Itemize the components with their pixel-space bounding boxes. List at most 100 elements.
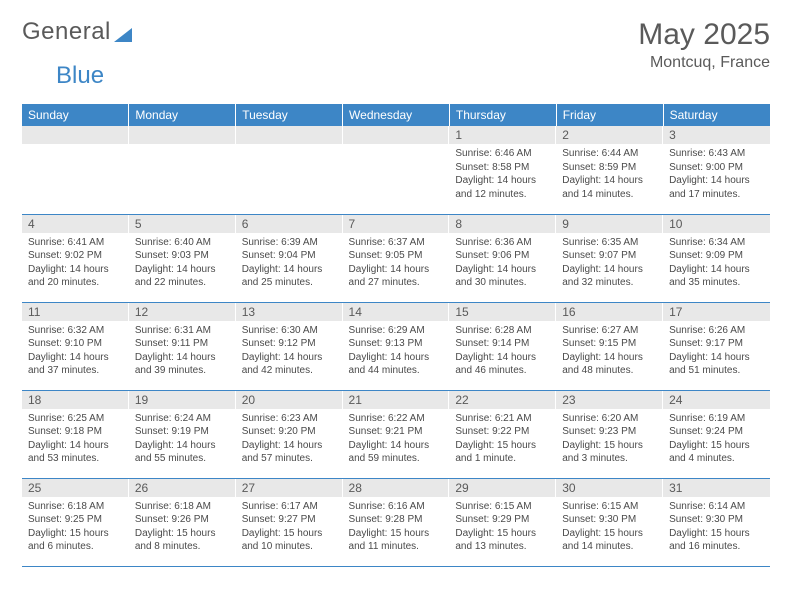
day-body: Sunrise: 6:31 AMSunset: 9:11 PMDaylight:… [129,321,236,382]
sunset-text: Sunset: 9:22 PM [455,425,550,439]
sunrise-text: Sunrise: 6:18 AM [135,500,230,514]
daylight-text: Daylight: 14 hours and 44 minutes. [349,351,444,378]
sunset-text: Sunset: 9:02 PM [28,249,123,263]
weekday-header: Saturday [663,104,770,126]
calendar-cell: 23Sunrise: 6:20 AMSunset: 9:23 PMDayligh… [556,390,663,478]
daylight-text: Daylight: 14 hours and 20 minutes. [28,263,123,290]
month-title: May 2025 [638,18,770,52]
sunrise-text: Sunrise: 6:25 AM [28,412,123,426]
logo: General [22,18,132,46]
day-body: Sunrise: 6:30 AMSunset: 9:12 PMDaylight:… [236,321,343,382]
day-number: 5 [129,215,236,233]
day-number: 6 [236,215,343,233]
daylight-text: Daylight: 14 hours and 51 minutes. [669,351,764,378]
daylight-text: Daylight: 15 hours and 16 minutes. [669,527,764,554]
day-number: 23 [556,391,663,409]
sunset-text: Sunset: 9:17 PM [669,337,764,351]
calendar-cell [129,126,236,214]
day-number [343,126,450,144]
weekday-header: Thursday [449,104,556,126]
sunset-text: Sunset: 9:07 PM [562,249,657,263]
calendar-cell: 17Sunrise: 6:26 AMSunset: 9:17 PMDayligh… [663,302,770,390]
day-body: Sunrise: 6:16 AMSunset: 9:28 PMDaylight:… [343,497,450,558]
calendar-cell: 8Sunrise: 6:36 AMSunset: 9:06 PMDaylight… [449,214,556,302]
daylight-text: Daylight: 14 hours and 27 minutes. [349,263,444,290]
sunrise-text: Sunrise: 6:40 AM [135,236,230,250]
day-number: 28 [343,479,450,497]
calendar-cell: 22Sunrise: 6:21 AMSunset: 9:22 PMDayligh… [449,390,556,478]
day-number [236,126,343,144]
day-number: 18 [22,391,129,409]
day-body: Sunrise: 6:17 AMSunset: 9:27 PMDaylight:… [236,497,343,558]
calendar-cell: 20Sunrise: 6:23 AMSunset: 9:20 PMDayligh… [236,390,343,478]
sunrise-text: Sunrise: 6:20 AM [562,412,657,426]
sunset-text: Sunset: 9:12 PM [242,337,337,351]
calendar-cell: 31Sunrise: 6:14 AMSunset: 9:30 PMDayligh… [663,478,770,566]
logo-text-1: General [22,18,111,46]
daylight-text: Daylight: 15 hours and 8 minutes. [135,527,230,554]
daylight-text: Daylight: 15 hours and 6 minutes. [28,527,123,554]
calendar-cell: 30Sunrise: 6:15 AMSunset: 9:30 PMDayligh… [556,478,663,566]
daylight-text: Daylight: 14 hours and 39 minutes. [135,351,230,378]
daylight-text: Daylight: 15 hours and 13 minutes. [455,527,550,554]
day-number: 3 [663,126,770,144]
sunrise-text: Sunrise: 6:29 AM [349,324,444,338]
daylight-text: Daylight: 14 hours and 25 minutes. [242,263,337,290]
sunset-text: Sunset: 9:04 PM [242,249,337,263]
sunset-text: Sunset: 9:24 PM [669,425,764,439]
day-number: 10 [663,215,770,233]
day-number: 30 [556,479,663,497]
sunrise-text: Sunrise: 6:15 AM [455,500,550,514]
sunrise-text: Sunrise: 6:16 AM [349,500,444,514]
calendar-cell: 19Sunrise: 6:24 AMSunset: 9:19 PMDayligh… [129,390,236,478]
daylight-text: Daylight: 15 hours and 14 minutes. [562,527,657,554]
calendar-cell: 27Sunrise: 6:17 AMSunset: 9:27 PMDayligh… [236,478,343,566]
daylight-text: Daylight: 14 hours and 55 minutes. [135,439,230,466]
calendar-cell: 5Sunrise: 6:40 AMSunset: 9:03 PMDaylight… [129,214,236,302]
location: Montcuq, France [638,54,770,72]
sunset-text: Sunset: 9:25 PM [28,513,123,527]
sunset-text: Sunset: 9:28 PM [349,513,444,527]
day-number: 17 [663,303,770,321]
day-number: 26 [129,479,236,497]
sunrise-text: Sunrise: 6:18 AM [28,500,123,514]
weekday-header: Tuesday [236,104,343,126]
day-number: 31 [663,479,770,497]
sunrise-text: Sunrise: 6:30 AM [242,324,337,338]
day-body: Sunrise: 6:37 AMSunset: 9:05 PMDaylight:… [343,233,450,294]
sunrise-text: Sunrise: 6:17 AM [242,500,337,514]
day-number: 25 [22,479,129,497]
day-body: Sunrise: 6:44 AMSunset: 8:59 PMDaylight:… [556,144,663,205]
calendar-cell: 16Sunrise: 6:27 AMSunset: 9:15 PMDayligh… [556,302,663,390]
day-body: Sunrise: 6:15 AMSunset: 9:30 PMDaylight:… [556,497,663,558]
day-number: 21 [343,391,450,409]
daylight-text: Daylight: 14 hours and 30 minutes. [455,263,550,290]
daylight-text: Daylight: 14 hours and 22 minutes. [135,263,230,290]
day-body: Sunrise: 6:23 AMSunset: 9:20 PMDaylight:… [236,409,343,470]
day-body: Sunrise: 6:34 AMSunset: 9:09 PMDaylight:… [663,233,770,294]
day-number: 9 [556,215,663,233]
daylight-text: Daylight: 14 hours and 14 minutes. [562,174,657,201]
sunrise-text: Sunrise: 6:15 AM [562,500,657,514]
daylight-text: Daylight: 14 hours and 37 minutes. [28,351,123,378]
sunrise-text: Sunrise: 6:46 AM [455,147,550,161]
day-number: 7 [343,215,450,233]
sunrise-text: Sunrise: 6:23 AM [242,412,337,426]
day-body: Sunrise: 6:24 AMSunset: 9:19 PMDaylight:… [129,409,236,470]
sunrise-text: Sunrise: 6:43 AM [669,147,764,161]
calendar-cell: 11Sunrise: 6:32 AMSunset: 9:10 PMDayligh… [22,302,129,390]
day-number: 14 [343,303,450,321]
calendar-cell: 9Sunrise: 6:35 AMSunset: 9:07 PMDaylight… [556,214,663,302]
day-number [129,126,236,144]
sunset-text: Sunset: 8:58 PM [455,161,550,175]
sunrise-text: Sunrise: 6:27 AM [562,324,657,338]
sunrise-text: Sunrise: 6:37 AM [349,236,444,250]
sunset-text: Sunset: 9:26 PM [135,513,230,527]
day-number: 12 [129,303,236,321]
daylight-text: Daylight: 14 hours and 46 minutes. [455,351,550,378]
day-body: Sunrise: 6:40 AMSunset: 9:03 PMDaylight:… [129,233,236,294]
calendar-cell: 2Sunrise: 6:44 AMSunset: 8:59 PMDaylight… [556,126,663,214]
sunset-text: Sunset: 8:59 PM [562,161,657,175]
sunset-text: Sunset: 9:30 PM [562,513,657,527]
sunset-text: Sunset: 9:30 PM [669,513,764,527]
